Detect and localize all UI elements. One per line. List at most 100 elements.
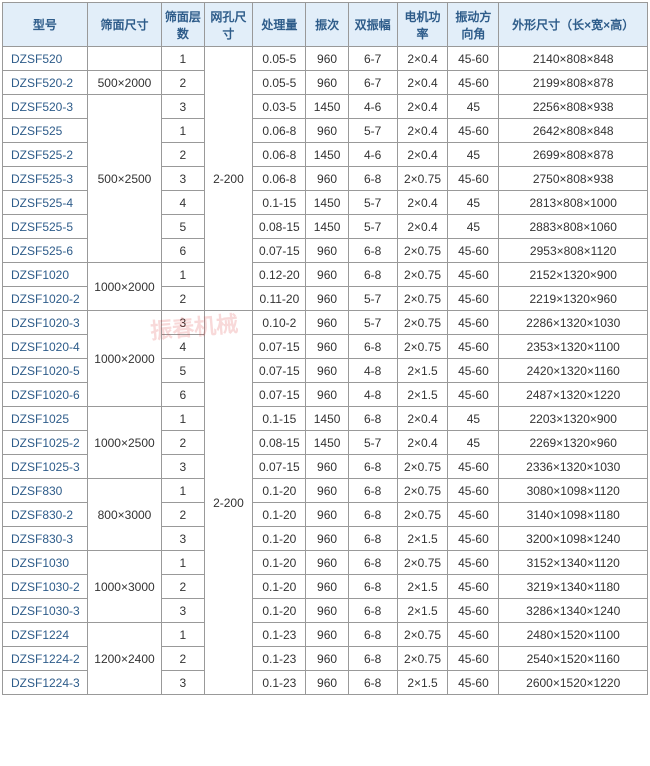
cell-jiao: 45-60: [448, 383, 499, 407]
cell-jiao: 45: [448, 431, 499, 455]
cell-ceng: 2: [162, 71, 204, 95]
cell-jiao: 45: [448, 191, 499, 215]
cell-model: DZSF520-2: [3, 71, 88, 95]
cell-ceng: 2: [162, 431, 204, 455]
cell-zhenci: 960: [306, 311, 348, 335]
table-row: DZSF10301000×300010.1-209606-82×0.7545-6…: [3, 551, 648, 575]
cell-zhenci: 960: [306, 383, 348, 407]
cell-szf: 6-8: [348, 551, 397, 575]
cell-model: DZSF520: [3, 47, 88, 71]
table-row: DZSF1020-31000×200032-2000.10-29605-72×0…: [3, 311, 648, 335]
cell-zhenci: 960: [306, 167, 348, 191]
cell-jiao: 45-60: [448, 239, 499, 263]
cell-szf: 4-6: [348, 95, 397, 119]
col-header-4: 处理量: [253, 3, 306, 47]
cell-dj: 2×0.4: [397, 119, 448, 143]
cell-model: DZSF1020-5: [3, 359, 88, 383]
cell-model: DZSF1030-2: [3, 575, 88, 599]
cell-zhenci: 960: [306, 503, 348, 527]
cell-szf: 5-7: [348, 287, 397, 311]
cell-zhenci: 960: [306, 551, 348, 575]
cell-chuli: 0.05-5: [253, 47, 306, 71]
cell-zhenci: 1450: [306, 215, 348, 239]
cell-wx: 3286×1340×1240: [499, 599, 648, 623]
cell-jiao: 45-60: [448, 647, 499, 671]
cell-dj: 2×0.75: [397, 263, 448, 287]
cell-dj: 2×0.4: [397, 431, 448, 455]
cell-chuli: 0.08-15: [253, 215, 306, 239]
cell-szf: 5-7: [348, 119, 397, 143]
cell-zhenci: 960: [306, 671, 348, 695]
cell-szf: 6-8: [348, 335, 397, 359]
cell-szf: 6-8: [348, 503, 397, 527]
cell-jiao: 45-60: [448, 479, 499, 503]
table-row: DZSF52012-2000.05-59606-72×0.445-602140×…: [3, 47, 648, 71]
cell-model: DZSF1020-6: [3, 383, 88, 407]
cell-dj: 2×0.4: [397, 191, 448, 215]
table-row: DZSF520-3500×250030.03-514504-62×0.44522…: [3, 95, 648, 119]
cell-zhenci: 960: [306, 479, 348, 503]
cell-chuli: 0.1-23: [253, 623, 306, 647]
cell-ceng: 1: [162, 119, 204, 143]
col-header-1: 筛面尺寸: [87, 3, 161, 47]
table-body: DZSF52012-2000.05-59606-72×0.445-602140×…: [3, 47, 648, 695]
cell-dj: 2×0.4: [397, 95, 448, 119]
cell-model: DZSF1224-3: [3, 671, 88, 695]
cell-ceng: 4: [162, 191, 204, 215]
cell-dj: 2×0.4: [397, 407, 448, 431]
cell-wx: 2750×808×938: [499, 167, 648, 191]
cell-szf: 6-7: [348, 71, 397, 95]
cell-chuli: 0.1-20: [253, 527, 306, 551]
cell-model: DZSF1020: [3, 263, 88, 287]
cell-wx: 2420×1320×1160: [499, 359, 648, 383]
cell-dj: 2×0.75: [397, 335, 448, 359]
col-header-5: 振次: [306, 3, 348, 47]
cell-model: DZSF525: [3, 119, 88, 143]
cell-dj: 2×1.5: [397, 575, 448, 599]
cell-wx: 2480×1520×1100: [499, 623, 648, 647]
cell-shaimian: 1200×2400: [87, 623, 161, 695]
cell-zhenci: 960: [306, 239, 348, 263]
cell-dj: 2×1.5: [397, 527, 448, 551]
cell-dj: 2×0.4: [397, 215, 448, 239]
cell-jiao: 45-60: [448, 335, 499, 359]
cell-dj: 2×0.75: [397, 479, 448, 503]
cell-dj: 2×0.75: [397, 623, 448, 647]
cell-wx: 2152×1320×900: [499, 263, 648, 287]
cell-wx: 2642×808×848: [499, 119, 648, 143]
cell-model: DZSF1020-2: [3, 287, 88, 311]
cell-chuli: 0.03-5: [253, 95, 306, 119]
cell-ceng: 1: [162, 479, 204, 503]
cell-zhenci: 960: [306, 455, 348, 479]
table-row: DZSF520-2500×200020.05-59606-72×0.445-60…: [3, 71, 648, 95]
cell-chuli: 0.06-8: [253, 167, 306, 191]
cell-model: DZSF1224: [3, 623, 88, 647]
cell-dj: 2×0.75: [397, 503, 448, 527]
col-header-3: 网孔尺寸: [204, 3, 253, 47]
cell-ceng: 2: [162, 287, 204, 311]
cell-szf: 5-7: [348, 191, 397, 215]
cell-ceng: 3: [162, 95, 204, 119]
cell-zhenci: 960: [306, 71, 348, 95]
cell-szf: 6-8: [348, 575, 397, 599]
cell-zhenci: 960: [306, 359, 348, 383]
cell-szf: 5-7: [348, 431, 397, 455]
cell-model: DZSF830-2: [3, 503, 88, 527]
col-header-6: 双振幅: [348, 3, 397, 47]
cell-jiao: 45-60: [448, 287, 499, 311]
cell-wx: 2269×1320×960: [499, 431, 648, 455]
cell-ceng: 2: [162, 647, 204, 671]
cell-wx: 2256×808×938: [499, 95, 648, 119]
cell-szf: 6-8: [348, 599, 397, 623]
cell-zhenci: 960: [306, 599, 348, 623]
cell-ceng: 3: [162, 599, 204, 623]
cell-dj: 2×0.4: [397, 71, 448, 95]
cell-szf: 6-8: [348, 239, 397, 263]
cell-ceng: 3: [162, 167, 204, 191]
cell-chuli: 0.10-2: [253, 311, 306, 335]
cell-model: DZSF1025: [3, 407, 88, 431]
cell-chuli: 0.05-5: [253, 71, 306, 95]
cell-model: DZSF1030-3: [3, 599, 88, 623]
cell-wx: 2540×1520×1160: [499, 647, 648, 671]
cell-jiao: 45-60: [448, 119, 499, 143]
